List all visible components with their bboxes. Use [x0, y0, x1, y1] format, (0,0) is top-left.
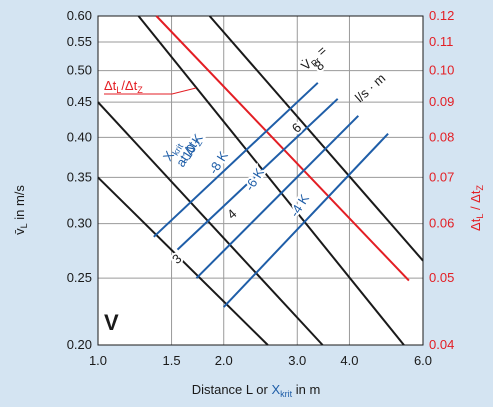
y-right-tick-label: 0.08 [429, 129, 454, 144]
series-line [176, 98, 339, 251]
x-tick-label: 4.0 [340, 353, 358, 368]
x-tick-label: 6.0 [414, 353, 432, 368]
y-left-axis-label: v̄L in m/s [12, 185, 29, 235]
y-right-tick-label: 0.07 [429, 169, 454, 184]
svg-text:ΔtL/ΔtZ: ΔtL/ΔtZ [104, 78, 143, 95]
x-axis-label: Distance L or Xkrit in m [192, 382, 321, 399]
series-line [153, 82, 319, 238]
y-left-tick-label: 0.30 [67, 216, 92, 231]
y-right-tick-label: 0.09 [429, 94, 454, 109]
x-tick-label: 1.5 [163, 353, 181, 368]
y-left-tick-label: 0.55 [67, 34, 92, 49]
bottom-axis-ticks: 1.0 1.5 2.0 3.0 4.0 6.0 [89, 353, 432, 368]
y-right-tick-label: 0.04 [429, 337, 454, 352]
y-left-tick-label: 0.40 [67, 129, 92, 144]
y-right-tick-label: 0.05 [429, 270, 454, 285]
y-right-tick-label: 0.06 [429, 216, 454, 231]
right-axis-ticks: 0.04 0.05 0.06 0.07 0.08 0.09 0.10 0.11 0.12 [429, 8, 454, 352]
ratio-leader-line [104, 87, 197, 95]
left-axis-ticks: 0.20 0.25 0.30 0.35 0.40 0.45 0.50 0.55 0.60 [67, 8, 92, 352]
y-left-tick-label: 0.50 [67, 63, 92, 78]
x-tick-label: 3.0 [288, 353, 306, 368]
y-right-tick-label: 0.10 [429, 63, 454, 78]
y-right-tick-label: 0.12 [429, 8, 454, 23]
series-line [222, 133, 389, 308]
series-line [155, 15, 410, 282]
ratio-annotation: ΔtL/ΔtZ [104, 78, 197, 95]
panel-letter: V [104, 310, 119, 335]
y-left-tick-label: 0.25 [67, 270, 92, 285]
y-left-tick-label: 0.45 [67, 94, 92, 109]
series-line [97, 101, 324, 346]
y-left-tick-label: 0.20 [67, 337, 92, 352]
y-left-tick-label: 0.35 [67, 169, 92, 184]
x-tick-label: 2.0 [215, 353, 233, 368]
plot-frame [97, 15, 424, 346]
y-right-axis-label: ΔtL / ΔtZ [468, 185, 485, 231]
series-lines [97, 15, 424, 346]
series-line [97, 176, 269, 346]
x-tick-label: 1.0 [89, 353, 107, 368]
series-line [195, 115, 360, 279]
series-line [208, 15, 424, 262]
y-right-tick-label: 0.11 [429, 34, 453, 49]
y-left-tick-label: 0.60 [67, 8, 92, 23]
series-line [137, 15, 405, 346]
